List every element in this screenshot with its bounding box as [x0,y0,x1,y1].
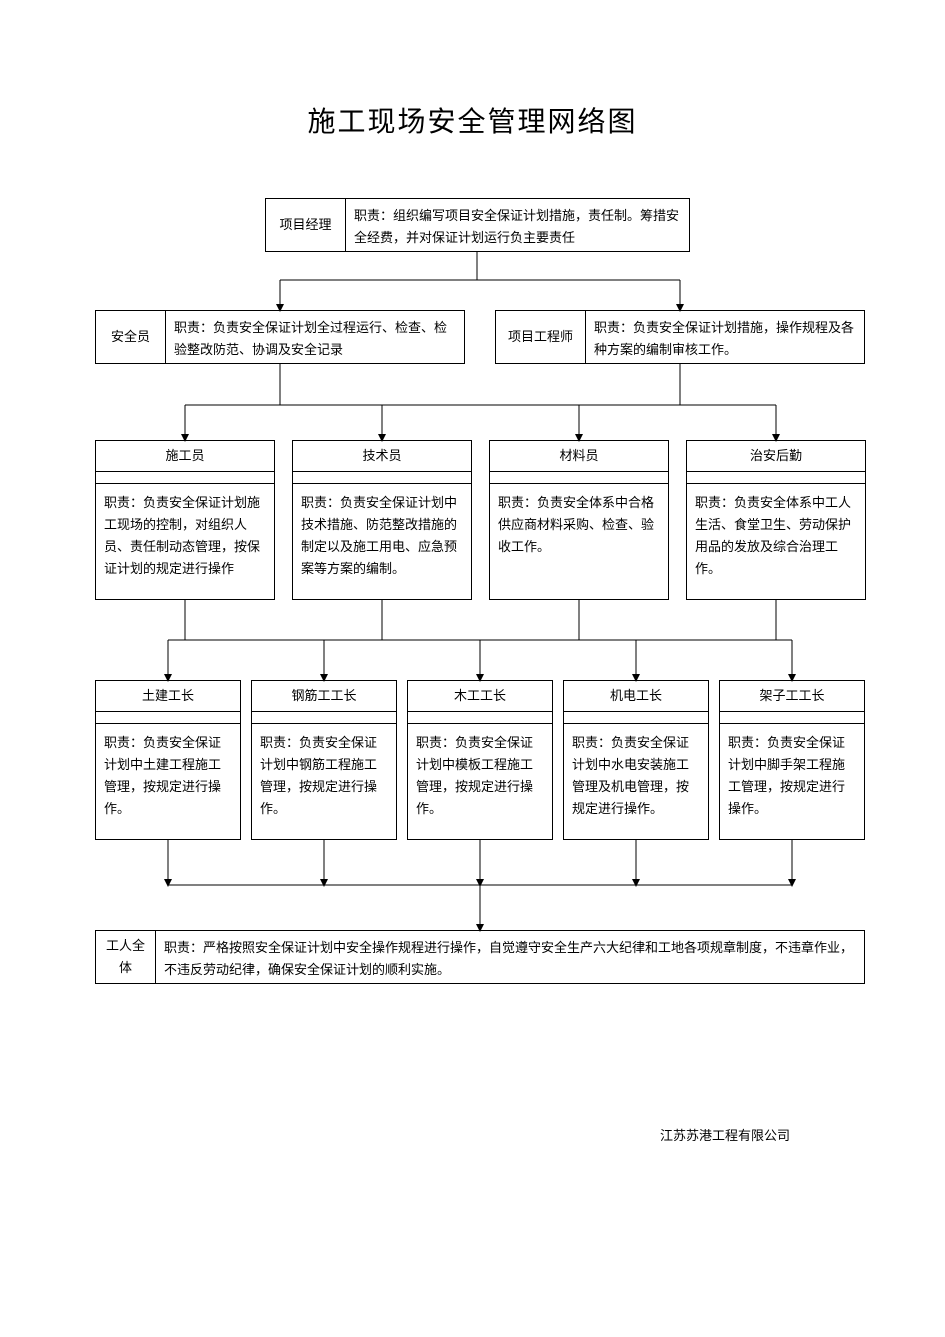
node-construction-officer: 施工员 职责：负责安全保证计划施工现场的控制，对组织人员、责任制动态管理，按保证… [95,440,275,600]
spacer [408,712,552,724]
spacer [564,712,708,724]
node-carpentry-foreman: 木工工长 职责：负责安全保证计划中模板工程施工管理，按规定进行操作。 [407,680,553,840]
role-material-officer: 材料员 [490,441,668,472]
desc-rebar-foreman: 职责：负责安全保证计划中钢筋工程施工管理，按规定进行操作。 [252,724,396,828]
node-scaffold-foreman: 架子工工长 职责：负责安全保证计划中脚手架工程施工管理，按规定进行操作。 [719,680,865,840]
node-me-foreman: 机电工长 职责：负责安全保证计划中水电安装施工管理及机电管理，按规定进行操作。 [563,680,709,840]
role-technician: 技术员 [293,441,471,472]
spacer [293,472,471,484]
node-civil-foreman: 土建工长 职责：负责安全保证计划中土建工程施工管理，按规定进行操作。 [95,680,241,840]
role-carpentry-foreman: 木工工长 [408,681,552,712]
role-workers: 工人全体 [96,931,156,983]
page-root: 施工现场安全管理网络图 项目经理 职责：组织编写项目安全保证计划措施，责任制。筹… [0,0,945,1337]
spacer [252,712,396,724]
role-scaffold-foreman: 架子工工长 [720,681,864,712]
desc-workers: 职责：严格按照安全保证计划中安全操作规程进行操作，自觉遵守安全生产六大纪律和工地… [156,931,864,983]
role-civil-foreman: 土建工长 [96,681,240,712]
node-project-engineer: 项目工程师 职责：负责安全保证计划措施，操作规程及各种方案的编制审核工作。 [495,310,865,364]
desc-security-logistics: 职责：负责安全体系中工人生活、食堂卫生、劳动保护用品的发放及综合治理工作。 [687,484,865,588]
desc-material-officer: 职责：负责安全体系中合格供应商材料采购、检查、验收工作。 [490,484,668,566]
role-security-logistics: 治安后勤 [687,441,865,472]
spacer [490,472,668,484]
node-project-manager: 项目经理 职责：组织编写项目安全保证计划措施，责任制。筹措安全经费，并对保证计划… [265,198,690,252]
role-me-foreman: 机电工长 [564,681,708,712]
desc-technician: 职责：负责安全保证计划中技术措施、防范整改措施的制定以及施工用电、应急预案等方案… [293,484,471,588]
desc-construction-officer: 职责：负责安全保证计划施工现场的控制，对组织人员、责任制动态管理，按保证计划的规… [96,484,274,588]
node-workers: 工人全体 职责：严格按照安全保证计划中安全操作规程进行操作，自觉遵守安全生产六大… [95,930,865,984]
spacer [720,712,864,724]
role-project-engineer: 项目工程师 [496,311,586,363]
desc-civil-foreman: 职责：负责安全保证计划中土建工程施工管理，按规定进行操作。 [96,724,240,828]
desc-project-engineer: 职责：负责安全保证计划措施，操作规程及各种方案的编制审核工作。 [586,311,864,363]
spacer [96,712,240,724]
footer-company: 江苏苏港工程有限公司 [660,1125,790,1144]
desc-carpentry-foreman: 职责：负责安全保证计划中模板工程施工管理，按规定进行操作。 [408,724,552,828]
page-title: 施工现场安全管理网络图 [0,100,945,140]
role-rebar-foreman: 钢筋工工长 [252,681,396,712]
desc-project-manager: 职责：组织编写项目安全保证计划措施，责任制。筹措安全经费，并对保证计划运行负主要… [346,199,689,251]
node-rebar-foreman: 钢筋工工长 职责：负责安全保证计划中钢筋工程施工管理，按规定进行操作。 [251,680,397,840]
role-project-manager: 项目经理 [266,199,346,251]
node-safety-officer: 安全员 职责：负责安全保证计划全过程运行、检查、检验整改防范、协调及安全记录 [95,310,465,364]
node-technician: 技术员 职责：负责安全保证计划中技术措施、防范整改措施的制定以及施工用电、应急预… [292,440,472,600]
desc-me-foreman: 职责：负责安全保证计划中水电安装施工管理及机电管理，按规定进行操作。 [564,724,708,828]
node-security-logistics: 治安后勤 职责：负责安全体系中工人生活、食堂卫生、劳动保护用品的发放及综合治理工… [686,440,866,600]
spacer [687,472,865,484]
role-construction-officer: 施工员 [96,441,274,472]
role-safety-officer: 安全员 [96,311,166,363]
desc-safety-officer: 职责：负责安全保证计划全过程运行、检查、检验整改防范、协调及安全记录 [166,311,464,363]
spacer [96,472,274,484]
desc-scaffold-foreman: 职责：负责安全保证计划中脚手架工程施工管理，按规定进行操作。 [720,724,864,828]
node-material-officer: 材料员 职责：负责安全体系中合格供应商材料采购、检查、验收工作。 [489,440,669,600]
